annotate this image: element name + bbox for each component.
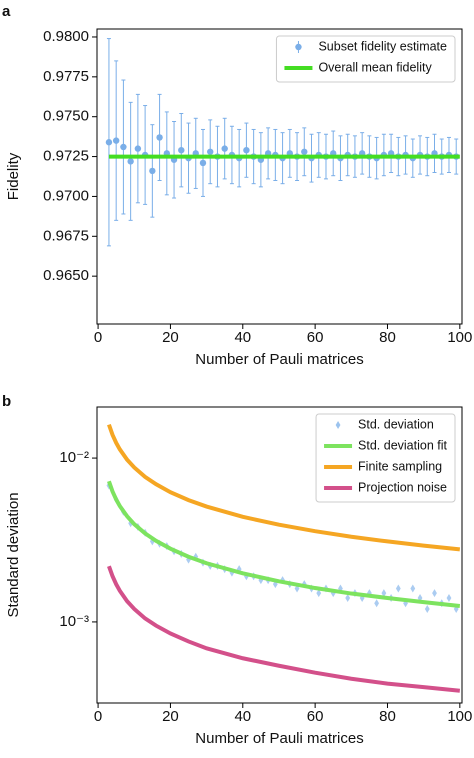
point [453, 604, 459, 613]
y-tick-label: 0.9775 [43, 68, 89, 85]
point [338, 584, 343, 593]
x-tick-label: 40 [234, 329, 251, 346]
point [120, 143, 127, 151]
point [432, 589, 437, 598]
point [381, 589, 387, 598]
legend: Subset fidelity estimate Overall mean fid… [275, 35, 456, 83]
panel: a 0 20 40 60 80 100 0.9650 0.9675 0.9700 0.9725 0.9… [2, 3, 472, 368]
legend-label: Std. deviation fit [358, 438, 447, 452]
line [107, 480, 461, 609]
y-tick-label: 10⁻³ [59, 613, 89, 630]
point [127, 158, 134, 165]
legend-label: Finite sampling [358, 459, 442, 473]
point [374, 599, 380, 608]
x-tick-label: 60 [307, 329, 324, 346]
legend-box [275, 35, 456, 83]
y-axis-label: Fidelity [5, 152, 22, 200]
x-tick-label: 80 [379, 329, 396, 346]
plot-frame [96, 406, 463, 704]
y-tick-label: 0.9700 [43, 187, 89, 204]
x-tick-label: 0 [94, 708, 102, 725]
legend-label: Std. deviation [358, 417, 434, 431]
point [156, 134, 163, 141]
legend-handle [335, 421, 341, 429]
plot-area [106, 423, 461, 693]
point [359, 593, 365, 602]
legend-label: Projection noise [358, 480, 447, 494]
x-tick-label: 100 [447, 708, 472, 725]
y-tick-label: 0.9650 [43, 267, 89, 284]
line [107, 423, 461, 552]
y-tick-label: 0.9675 [43, 227, 89, 244]
point [424, 604, 430, 613]
y-tick-label: 0.9800 [43, 28, 89, 45]
x-tick-label: 0 [94, 329, 102, 346]
point [243, 146, 250, 154]
x-tick-label: 100 [447, 329, 472, 346]
point [199, 159, 207, 167]
point [446, 593, 452, 602]
point [410, 584, 416, 593]
y-axis-label: Standard deviation [5, 492, 22, 617]
point [395, 584, 401, 593]
legend-handle [295, 43, 302, 51]
x-tick-label: 80 [379, 708, 396, 725]
panel-label: b [2, 393, 11, 410]
point [417, 593, 423, 602]
legend: Std. deviation Std. deviation fit Finite s… [315, 413, 456, 503]
x-axis-label: Number of Pauli matrices [195, 730, 363, 747]
legend-label: Subset fidelity estimate [318, 39, 447, 53]
panel-label: a [2, 3, 11, 20]
y-tick-label: 10⁻² [59, 449, 89, 466]
point [178, 146, 185, 154]
legend-label: Overall mean fidelity [318, 60, 432, 74]
x-tick-label: 40 [234, 708, 251, 725]
x-tick-label: 20 [162, 329, 179, 346]
y-tick-label: 0.9725 [43, 148, 89, 165]
point [105, 139, 113, 146]
y-tick-label: 0.9750 [43, 108, 89, 125]
plot-frame [96, 28, 463, 325]
x-tick-label: 20 [162, 708, 179, 725]
point [112, 137, 120, 144]
point [134, 145, 142, 152]
point [149, 167, 156, 175]
x-axis-label: Number of Pauli matrices [195, 351, 363, 368]
point [207, 148, 214, 155]
point [316, 589, 322, 598]
point [301, 148, 308, 155]
point [345, 593, 351, 602]
legend-box [315, 413, 456, 503]
x-tick-label: 60 [307, 708, 324, 725]
panel: b 0 20 40 60 80 100 10⁻³ 10⁻² Number of Pauli mat… [2, 393, 472, 747]
line [107, 565, 461, 693]
point [221, 145, 228, 152]
